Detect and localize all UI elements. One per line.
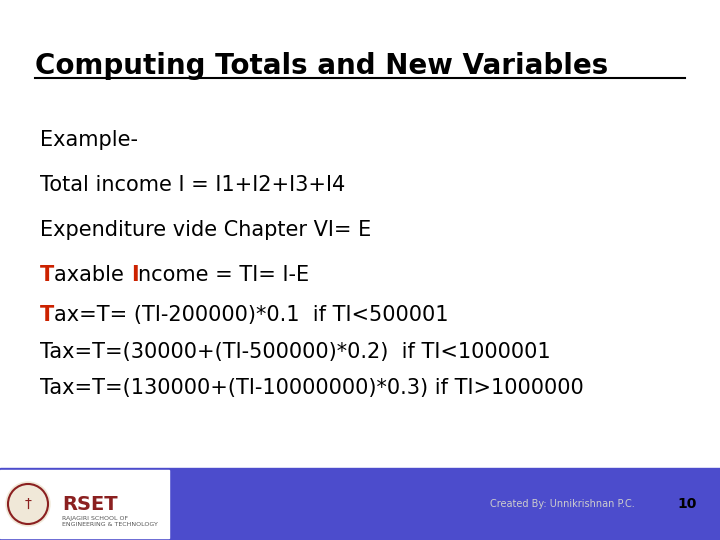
Text: ax=T= (TI-200000)*0.1  if TI<500001: ax=T= (TI-200000)*0.1 if TI<500001 [54, 305, 449, 325]
Text: Example-: Example- [40, 130, 138, 150]
Text: RAJAGIRI SCHOOL OF
ENGINEERING & TECHNOLOGY: RAJAGIRI SCHOOL OF ENGINEERING & TECHNOL… [62, 516, 158, 527]
Text: I: I [131, 265, 138, 285]
Text: 10: 10 [678, 497, 697, 511]
Text: Tax=T=(30000+(TI-500000)*0.2)  if TI<1000001: Tax=T=(30000+(TI-500000)*0.2) if TI<1000… [40, 342, 551, 362]
Text: Expenditure vide Chapter VI= E: Expenditure vide Chapter VI= E [40, 220, 372, 240]
Text: T: T [40, 265, 54, 285]
Text: ncome = TI= I-E: ncome = TI= I-E [138, 265, 310, 285]
Text: Created By: Unnikrishnan P.C.: Created By: Unnikrishnan P.C. [490, 499, 634, 509]
Text: RSET: RSET [62, 495, 117, 514]
Text: Tax=T=(130000+(TI-10000000)*0.3) if TI>1000000: Tax=T=(130000+(TI-10000000)*0.3) if TI>1… [40, 378, 584, 398]
Text: axable: axable [54, 265, 131, 285]
Text: Computing Totals and New Variables: Computing Totals and New Variables [35, 52, 608, 80]
FancyBboxPatch shape [0, 470, 169, 538]
Text: Total income I = I1+I2+I3+I4: Total income I = I1+I2+I3+I4 [40, 175, 346, 195]
FancyBboxPatch shape [0, 468, 720, 540]
Circle shape [6, 482, 50, 526]
Text: T: T [40, 305, 54, 325]
Text: †: † [24, 497, 32, 511]
